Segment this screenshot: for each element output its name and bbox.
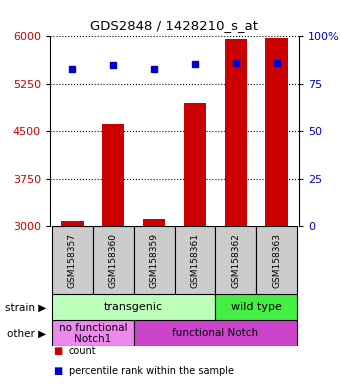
Bar xyxy=(175,226,215,294)
Bar xyxy=(143,219,165,226)
Bar xyxy=(134,320,297,346)
Text: GSM158362: GSM158362 xyxy=(231,233,240,288)
Text: GSM158363: GSM158363 xyxy=(272,233,281,288)
Text: GSM158361: GSM158361 xyxy=(190,233,199,288)
Text: wild type: wild type xyxy=(231,302,282,312)
Text: other ▶: other ▶ xyxy=(8,328,47,338)
Bar xyxy=(215,226,256,294)
Text: count: count xyxy=(69,346,97,356)
Text: GSM158360: GSM158360 xyxy=(109,233,118,288)
Bar xyxy=(134,226,175,294)
Bar xyxy=(52,294,215,320)
Text: ■: ■ xyxy=(54,366,63,376)
Bar xyxy=(93,226,134,294)
Bar xyxy=(224,39,247,226)
Bar xyxy=(61,221,84,226)
Text: percentile rank within the sample: percentile rank within the sample xyxy=(69,366,234,376)
Bar xyxy=(265,38,288,226)
Text: ■: ■ xyxy=(54,346,63,356)
Text: GSM158359: GSM158359 xyxy=(150,233,159,288)
Bar xyxy=(52,320,134,346)
Bar xyxy=(256,226,297,294)
Text: strain ▶: strain ▶ xyxy=(5,302,47,312)
Text: GSM158357: GSM158357 xyxy=(68,233,77,288)
Text: functional Notch: functional Notch xyxy=(172,328,258,338)
Bar xyxy=(215,294,297,320)
Bar xyxy=(184,103,206,226)
Bar xyxy=(102,124,124,226)
Title: GDS2848 / 1428210_s_at: GDS2848 / 1428210_s_at xyxy=(90,19,258,32)
Text: transgenic: transgenic xyxy=(104,302,163,312)
Bar xyxy=(52,226,93,294)
Text: no functional
Notch1: no functional Notch1 xyxy=(59,323,127,344)
